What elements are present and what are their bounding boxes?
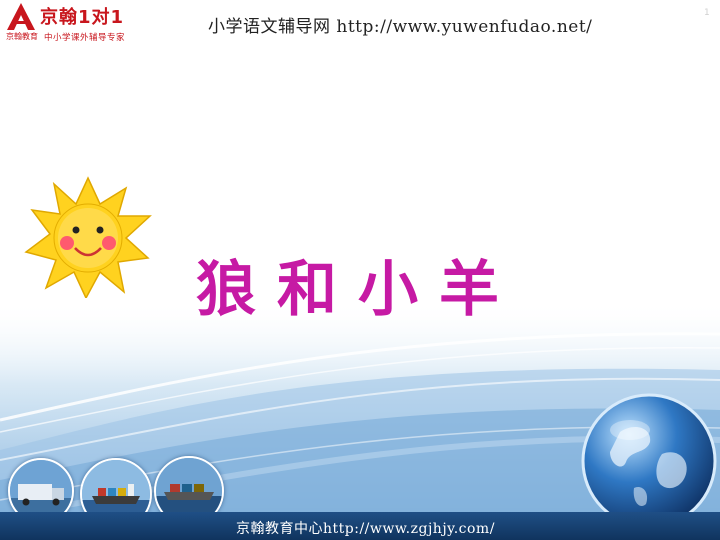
footer-bar bbox=[0, 512, 720, 540]
logo-tagline: 中小学课外辅导专家 bbox=[44, 33, 126, 43]
page-marker: 1 bbox=[704, 8, 710, 18]
smiling-sun-icon bbox=[24, 176, 152, 298]
logo-main-text: 京翰1对1 bbox=[40, 7, 125, 28]
logo-tagline-left: 京翰教育 bbox=[6, 32, 38, 41]
site-title: 小学语文辅导网 http://www.yuwenfudao.net/ bbox=[208, 17, 593, 37]
footer-text: 京翰教育中心http://www.zgjhjy.com/ bbox=[236, 521, 495, 537]
brand-logo: 京翰1对1 京翰教育 中小学课外辅导专家 bbox=[6, 2, 166, 43]
slide-title: 狼和小羊 bbox=[196, 255, 520, 325]
header: 京翰1对1 京翰教育 中小学课外辅导专家 小学语文辅导网 http://www.… bbox=[0, 0, 720, 46]
logo-mark-icon bbox=[7, 3, 35, 30]
globe-icon bbox=[581, 393, 717, 529]
